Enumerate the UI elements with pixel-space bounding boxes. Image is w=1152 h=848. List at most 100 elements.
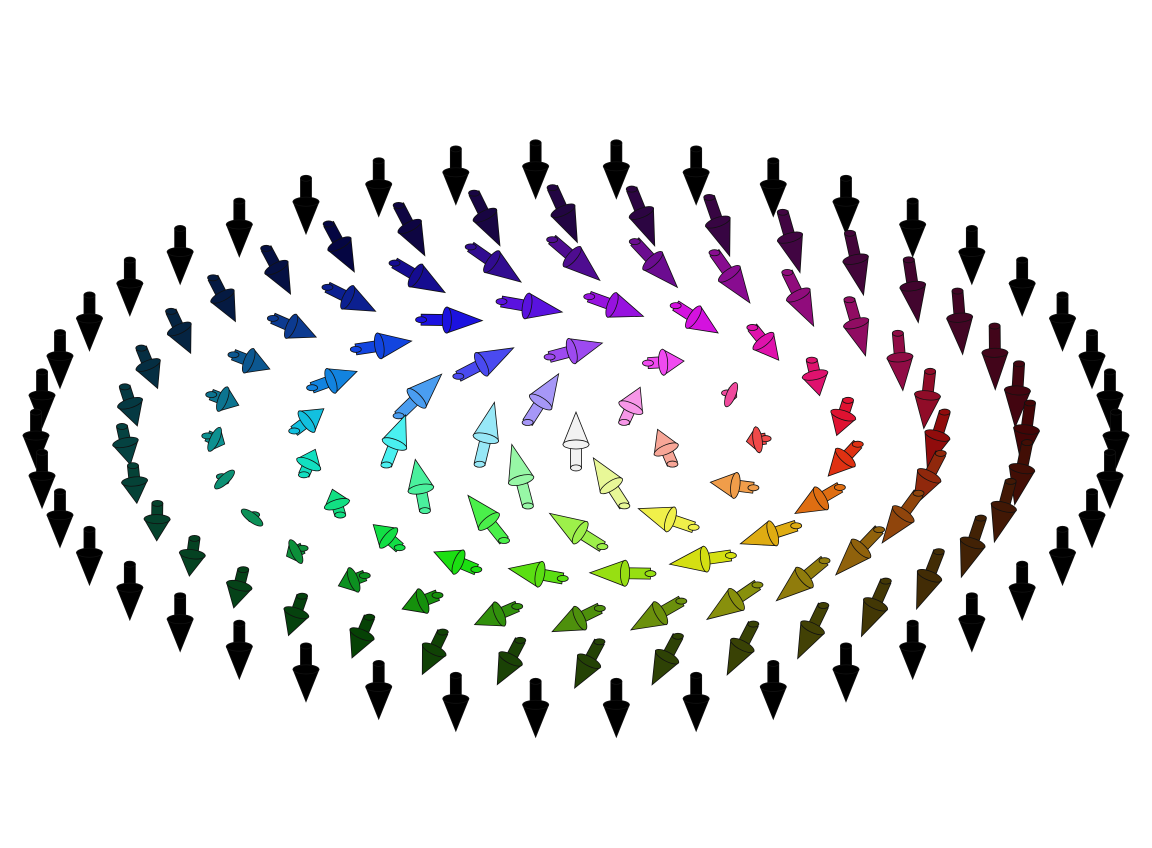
cone-arrow-icon bbox=[468, 189, 501, 247]
cone-arrow-icon bbox=[165, 307, 192, 355]
cone-arrow-icon bbox=[392, 373, 443, 421]
cone-arrow-icon bbox=[286, 538, 309, 565]
cone-arrow-icon bbox=[507, 560, 569, 588]
cone-arrow-icon bbox=[407, 458, 435, 515]
cone-arrow-icon bbox=[628, 237, 679, 289]
cone-arrow-icon bbox=[827, 439, 864, 477]
cone-arrow-icon bbox=[1096, 448, 1124, 510]
cone-arrow-icon bbox=[669, 300, 719, 334]
cone-arrow-icon bbox=[392, 201, 426, 257]
cone-arrow-icon bbox=[1008, 256, 1036, 317]
cone-arrow-icon bbox=[166, 225, 194, 286]
cone-arrow-icon bbox=[75, 525, 104, 587]
cone-arrow-icon bbox=[602, 677, 630, 739]
cone-arrow-icon bbox=[958, 225, 986, 286]
cone-arrow-icon bbox=[832, 642, 860, 703]
cone-arrow-icon bbox=[899, 619, 927, 681]
cone-arrow-icon bbox=[143, 499, 171, 542]
cone-arrow-icon bbox=[726, 620, 760, 676]
cone-arrow-icon bbox=[990, 477, 1018, 544]
cone-arrow-icon bbox=[75, 291, 104, 352]
cone-arrow-icon bbox=[721, 382, 739, 408]
cone-arrow-icon bbox=[116, 560, 144, 622]
cone-arrow-icon bbox=[881, 489, 925, 544]
cone-arrow-icon bbox=[442, 145, 470, 206]
cone-arrow-icon bbox=[207, 274, 236, 323]
cone-arrow-icon bbox=[705, 579, 764, 621]
cone-arrow-icon bbox=[467, 494, 510, 545]
cone-arrow-icon bbox=[240, 508, 264, 527]
cone-arrow-icon bbox=[522, 139, 550, 200]
cone-arrow-icon bbox=[205, 386, 240, 412]
cone-arrow-icon bbox=[28, 368, 56, 429]
cone-arrow-icon bbox=[801, 356, 829, 397]
cone-arrow-icon bbox=[682, 145, 710, 206]
cone-arrow-icon bbox=[592, 456, 631, 510]
cone-arrow-icon bbox=[28, 448, 56, 510]
cone-arrow-icon bbox=[924, 408, 951, 469]
cone-arrow-icon bbox=[886, 329, 914, 392]
cone-arrow-icon bbox=[625, 185, 656, 248]
cone-arrow-icon bbox=[323, 488, 351, 519]
cone-arrow-icon bbox=[653, 428, 679, 468]
cone-arrow-icon bbox=[794, 482, 846, 514]
cone-arrow-icon bbox=[464, 241, 523, 283]
cone-arrow-icon bbox=[843, 296, 870, 357]
cone-arrow-icon bbox=[472, 401, 499, 468]
cone-arrow-icon bbox=[322, 220, 355, 273]
cone-arrow-icon bbox=[22, 408, 50, 469]
cone-arrow-icon bbox=[548, 512, 609, 552]
cone-arrow-icon bbox=[642, 348, 685, 376]
cone-arrow-icon bbox=[433, 549, 483, 576]
cone-arrow-icon bbox=[860, 577, 892, 638]
cone-arrow-icon bbox=[306, 368, 358, 394]
cone-arrow-icon bbox=[1078, 329, 1106, 390]
cone-arrow-icon bbox=[349, 613, 376, 659]
cone-arrow-icon bbox=[365, 660, 393, 721]
cone-arrow-icon bbox=[776, 208, 803, 274]
cone-arrow-icon bbox=[496, 636, 527, 686]
cone-arrow-icon bbox=[266, 312, 318, 339]
cone-arrow-icon bbox=[842, 229, 869, 297]
cone-arrow-icon bbox=[116, 256, 144, 317]
cone-arrow-icon bbox=[214, 469, 235, 490]
cone-arrow-icon bbox=[546, 184, 578, 244]
cone-arrow-icon bbox=[981, 322, 1009, 391]
cone-arrow-icon bbox=[401, 588, 444, 614]
cone-arrow-icon bbox=[708, 248, 751, 304]
cone-arrow-icon bbox=[135, 344, 161, 390]
cone-arrow-icon bbox=[543, 338, 604, 365]
cone-arrow-icon bbox=[225, 197, 253, 258]
cone-arrow-icon bbox=[914, 367, 942, 430]
cone-arrow-icon bbox=[227, 347, 271, 374]
cone-arrow-icon bbox=[651, 632, 684, 686]
cone-arrow-icon bbox=[116, 383, 143, 427]
cone-arrow-icon bbox=[421, 628, 449, 676]
cone-arrow-icon bbox=[1078, 488, 1106, 549]
cone-arrow-icon bbox=[574, 638, 606, 690]
cone-arrow-icon bbox=[1102, 408, 1130, 469]
cone-arrow-icon bbox=[260, 244, 292, 296]
cone-arrow-icon bbox=[709, 471, 760, 500]
cone-arrow-icon bbox=[452, 347, 515, 382]
cone-arrow-icon bbox=[292, 174, 320, 236]
cone-arrow-icon bbox=[365, 157, 393, 218]
cone-arrow-icon bbox=[522, 677, 550, 739]
cone-arrow-icon bbox=[759, 157, 787, 218]
cone-arrow-icon bbox=[899, 197, 927, 258]
cone-arrow-icon bbox=[283, 592, 310, 637]
cone-arrow-icon bbox=[380, 414, 408, 469]
cone-arrow-icon bbox=[682, 671, 710, 733]
cone-arrow-icon bbox=[321, 281, 377, 312]
cone-arrow-icon bbox=[629, 595, 688, 631]
cone-arrow-icon bbox=[372, 524, 406, 553]
cone-arrow-icon bbox=[120, 462, 149, 505]
cone-arrow-icon bbox=[292, 642, 320, 703]
cone-arrow-icon bbox=[46, 329, 74, 390]
cone-arrow-icon bbox=[602, 139, 630, 200]
cone-arrow-icon bbox=[583, 290, 645, 318]
cone-arrow-icon bbox=[178, 534, 206, 577]
cone-arrow-icon bbox=[495, 292, 564, 320]
cone-arrow-icon bbox=[473, 600, 524, 627]
